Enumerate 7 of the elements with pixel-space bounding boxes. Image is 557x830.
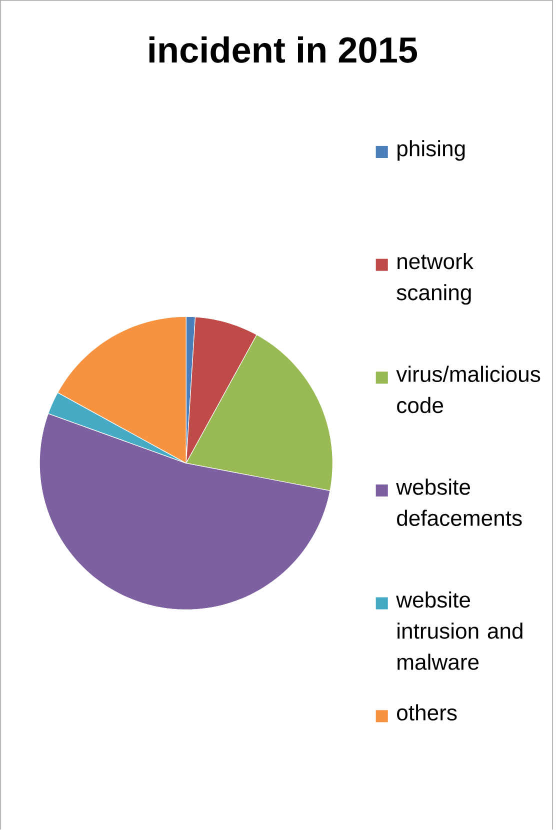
legend-label: website intrusion and malware <box>396 591 522 670</box>
chart-title: incident in 2015 <box>150 36 418 63</box>
legend-label: network scaning <box>396 252 474 305</box>
legend-label: phising <box>398 140 465 161</box>
legend-label: website defacements <box>396 478 522 526</box>
legend-label: virus/malicious code <box>396 366 540 414</box>
legend-label: others <box>397 704 457 721</box>
